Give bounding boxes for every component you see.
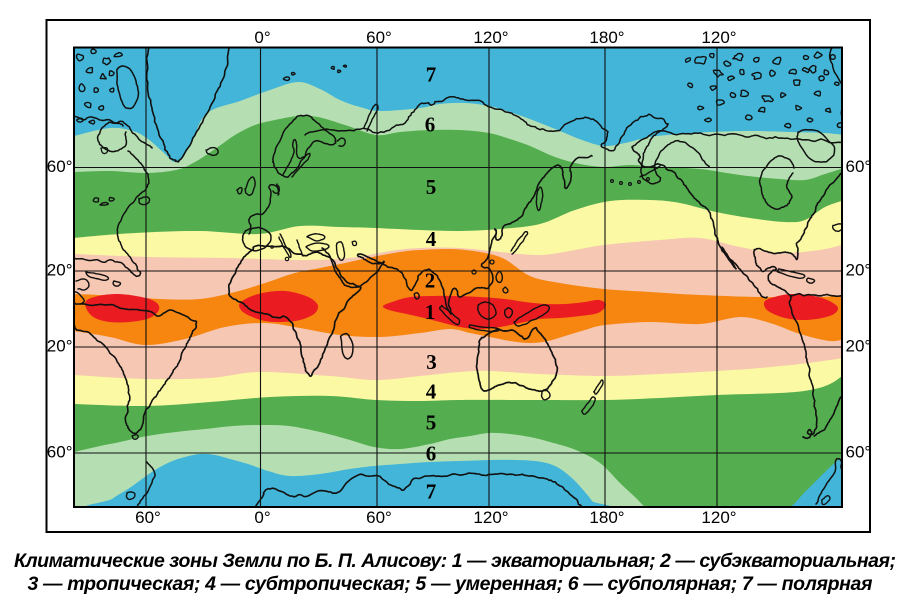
svg-text:20°: 20°: [47, 337, 73, 356]
svg-text:180°: 180°: [589, 508, 624, 527]
svg-text:6: 6: [426, 442, 437, 466]
svg-text:Климатические зоны Земли по Б.: Климатические зоны Земли по Б. П. Алисов…: [14, 550, 896, 572]
svg-text:0°: 0°: [254, 508, 270, 527]
svg-text:3: 3: [426, 350, 437, 374]
svg-text:60°: 60°: [135, 508, 161, 527]
svg-text:60°: 60°: [366, 508, 392, 527]
svg-text:6: 6: [425, 113, 436, 137]
svg-text:60°: 60°: [47, 157, 73, 176]
svg-text:120°: 120°: [473, 28, 508, 47]
svg-text:0°: 0°: [254, 28, 270, 47]
svg-text:2: 2: [425, 269, 436, 293]
svg-text:4: 4: [426, 227, 437, 251]
svg-text:20°: 20°: [846, 261, 872, 280]
svg-text:120°: 120°: [701, 28, 736, 47]
svg-text:120°: 120°: [701, 508, 736, 527]
svg-text:120°: 120°: [473, 508, 508, 527]
svg-text:20°: 20°: [47, 261, 73, 280]
svg-text:7: 7: [426, 63, 437, 87]
svg-text:180°: 180°: [589, 28, 624, 47]
svg-text:60°: 60°: [47, 443, 73, 462]
svg-text:60°: 60°: [366, 28, 392, 47]
svg-text:60°: 60°: [846, 443, 872, 462]
svg-text:5: 5: [426, 175, 437, 199]
svg-text:3 — тропическая; 4 — субтропич: 3 — тропическая; 4 — субтропическая; 5 —…: [28, 573, 874, 595]
svg-text:60°: 60°: [846, 157, 872, 176]
svg-text:1: 1: [425, 300, 436, 324]
svg-text:4: 4: [426, 380, 437, 404]
svg-text:20°: 20°: [846, 337, 872, 356]
svg-text:7: 7: [426, 480, 437, 504]
svg-text:5: 5: [426, 411, 437, 435]
